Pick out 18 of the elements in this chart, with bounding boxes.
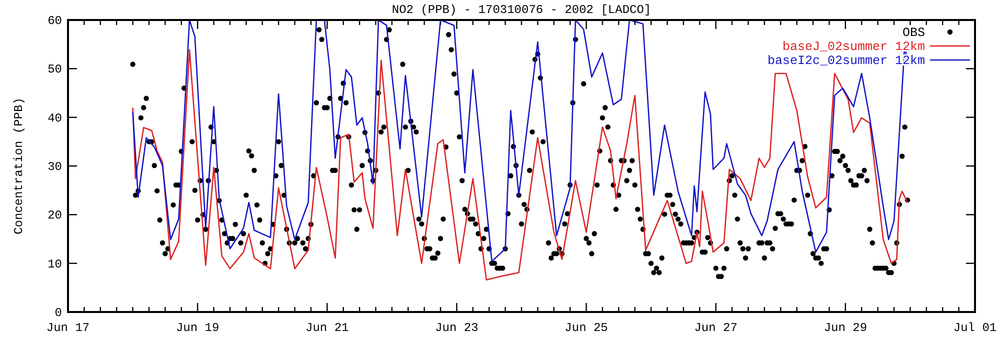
y-tick-label: 10 [48,257,62,272]
y-axis-title: Concentration (PPB) [12,98,26,234]
legend-label: OBS [902,26,925,40]
x-tick-label: Jun 17 [46,321,90,335]
y-tick-label: 20 [48,208,62,223]
y-tick-label: 60 [48,14,62,28]
y-tick-label: 40 [48,111,62,126]
x-tick-label: Jun 27 [694,321,738,335]
x-tick-label: Jun 19 [176,321,220,335]
y-tick-label: 30 [48,160,62,174]
x-tick-label: Jul 01 [953,321,997,335]
y-tick-label: 50 [48,62,62,77]
chart-title: NO2 (PPB) - 170310076 - 2002 [LADCO] [392,3,652,17]
y-tick-label: 0 [54,306,62,320]
x-tick-label: Jun 21 [306,321,349,335]
x-tick-label: Jun 23 [435,321,478,335]
x-tick-label: Jun 29 [824,321,868,335]
x-tick-label: Jun 25 [564,321,608,335]
